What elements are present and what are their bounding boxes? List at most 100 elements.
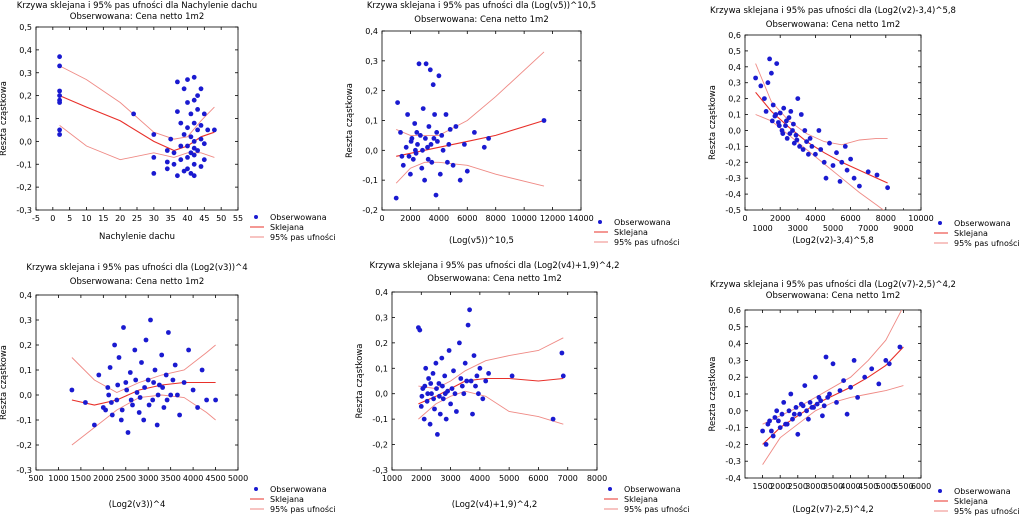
- data-point: [865, 169, 871, 175]
- data-point: [159, 352, 165, 358]
- data-point: [92, 422, 97, 428]
- data-point: [762, 96, 767, 101]
- x-axis-label: (Log2(v2)-3,4)^5,8: [792, 236, 874, 246]
- data-point: [175, 392, 180, 398]
- data-point: [83, 400, 88, 405]
- x-tick-label: 2000: [93, 474, 113, 483]
- confidence-band-lower: [755, 114, 885, 210]
- data-point: [431, 136, 437, 141]
- data-point: [807, 400, 813, 405]
- data-point: [430, 82, 436, 88]
- y-tick-label: 0,3: [728, 79, 741, 88]
- data-point: [103, 407, 108, 413]
- data-point: [124, 387, 130, 393]
- data-point: [477, 365, 483, 371]
- confidence-band-upper: [71, 344, 216, 394]
- data-point: [57, 100, 62, 105]
- chart-title: Krzywa sklejana i 95% pas ufności dla (L…: [26, 262, 247, 273]
- data-point: [413, 147, 418, 153]
- data-point: [550, 416, 556, 422]
- data-point: [148, 317, 153, 323]
- data-point: [195, 93, 201, 98]
- x-tick-label: 2500: [788, 482, 808, 491]
- data-point: [769, 118, 775, 124]
- data-point: [541, 118, 547, 123]
- y-axis-label: Reszta cząstkowa: [708, 85, 718, 160]
- data-point: [798, 112, 804, 117]
- data-point: [146, 402, 152, 408]
- data-point: [788, 109, 794, 114]
- data-point: [429, 391, 434, 397]
- data-point: [797, 411, 802, 417]
- data-point: [844, 167, 850, 173]
- data-point: [125, 430, 131, 435]
- data-point: [797, 144, 802, 149]
- data-point: [848, 156, 853, 162]
- data-point: [434, 386, 439, 391]
- chart-title: Krzywa sklejana i 95% pas ufności dla (L…: [370, 260, 620, 271]
- x-tick-label: 4000: [183, 474, 203, 483]
- data-point: [790, 416, 795, 422]
- data-point: [109, 400, 114, 405]
- x-tick-label: 5000: [876, 482, 896, 491]
- data-point: [791, 411, 797, 417]
- x-tick-label: 5500: [893, 482, 913, 491]
- data-point: [454, 409, 459, 414]
- data-point: [897, 344, 903, 350]
- data-point: [758, 83, 764, 89]
- data-point: [786, 408, 792, 414]
- data-point: [770, 433, 776, 439]
- data-point: [185, 166, 190, 172]
- y-tick-label: 0,0: [365, 146, 378, 155]
- x-tick-label: 0: [742, 214, 747, 223]
- data-point: [765, 80, 771, 86]
- data-point: [426, 376, 431, 381]
- data-point: [418, 133, 423, 138]
- x-tick-label: 1500: [71, 474, 91, 483]
- confidence-band-upper: [762, 310, 903, 425]
- data-point: [435, 432, 440, 437]
- data-point: [131, 111, 137, 117]
- data-point: [420, 106, 426, 111]
- data-point: [486, 371, 491, 376]
- data-point: [813, 151, 818, 157]
- data-point: [776, 418, 781, 424]
- data-point: [439, 355, 445, 361]
- data-point: [784, 118, 789, 124]
- data-point: [443, 112, 449, 117]
- x-tick-label: 50: [216, 214, 226, 223]
- data-point: [431, 396, 436, 402]
- x-tick-label: 30: [149, 214, 159, 223]
- data-point: [118, 417, 124, 423]
- legend-label-observed: Obserwowana: [270, 485, 327, 494]
- data-point: [763, 109, 769, 114]
- data-point: [483, 378, 489, 384]
- data-point: [825, 395, 831, 400]
- y-tick-label: 0,6: [728, 31, 741, 40]
- data-point: [769, 428, 774, 434]
- data-point: [440, 147, 446, 153]
- x-tick-label: 3000: [440, 474, 460, 483]
- x-tick-label: 2000: [400, 214, 420, 223]
- chart-panel-4: Krzywa sklejana i 95% pas ufności dla (L…: [0, 262, 336, 514]
- legend-label-observed: Obserwowana: [954, 487, 1011, 496]
- data-point: [191, 161, 197, 167]
- y-tick-label: 0,2: [19, 341, 32, 350]
- data-point: [201, 157, 207, 163]
- data-point: [410, 156, 416, 162]
- data-point: [848, 384, 853, 390]
- data-point: [116, 355, 122, 360]
- data-point: [476, 391, 481, 397]
- data-point: [151, 132, 157, 137]
- data-point: [418, 404, 424, 409]
- data-point: [806, 151, 811, 157]
- data-point: [787, 131, 793, 137]
- data-point: [436, 73, 442, 79]
- data-point: [178, 157, 184, 163]
- data-point: [472, 130, 477, 135]
- data-point: [818, 147, 824, 152]
- y-tick-label: -0,2: [725, 158, 741, 167]
- data-point: [802, 128, 808, 133]
